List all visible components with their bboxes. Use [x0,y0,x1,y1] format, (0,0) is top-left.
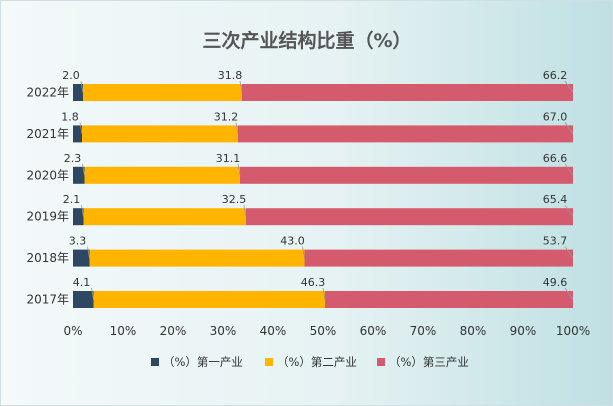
data-label: 31.1 [216,152,241,165]
leader-line [237,163,241,176]
x-tick-label: 50% [310,324,337,338]
chart-title: 三次产业结构比重（%） [202,29,411,52]
leader-line [564,80,574,93]
x-tick-label: 10% [110,324,137,338]
x-tick-label: 30% [210,324,237,338]
x-tick-label: 60% [360,324,387,338]
legend-item: （%）第二产业 [265,355,357,369]
leader-line [564,163,574,176]
x-tick-label: 100% [556,324,590,338]
bar-segment [89,249,305,267]
leader-line [322,287,326,300]
bar-segment [246,208,573,226]
leader-line [302,246,305,259]
x-tick-label: 40% [260,324,287,338]
leader-line [79,122,83,134]
bar-segment [84,166,240,184]
x-axis: 0% 10% 20% 30% 40% 50% 60% 70% 80% 90% 100% [63,324,590,338]
leader-line [80,80,84,93]
legend-item: （%）第一产业 [151,355,243,369]
leader-line [243,205,247,217]
leader-line [87,246,90,259]
x-tick-label: 90% [510,324,537,338]
data-label: 3.3 [69,235,87,248]
bars-group [73,84,573,308]
legend-swatch [265,358,273,366]
bar-segment [73,208,84,226]
legend-item: （%）第三产业 [377,355,469,369]
category-label: 2017年 [26,293,69,307]
data-label: 31.8 [218,69,243,82]
data-label: 43.0 [280,235,305,248]
leader-line [564,122,574,135]
category-label: 2021年 [26,127,69,141]
data-label: 4.1 [73,276,91,289]
data-label: 1.8 [61,110,79,123]
bar-segment [83,208,246,226]
data-label: 66.6 [543,152,568,165]
bar-segment [73,166,85,184]
leader-line [91,287,94,300]
data-label: 31.2 [214,110,239,123]
data-labels-group: 2.0 31.8 66.2 1.8 31.2 67.0 2.3 31.1 66.6 2.1 32.5… [61,69,574,300]
legend-label: （%）第一产业 [163,355,243,369]
legend-swatch [377,358,385,366]
data-label: 2.3 [64,152,82,165]
data-label: 2.1 [63,193,81,206]
x-tick-label: 0% [63,324,82,338]
x-tick-label: 70% [410,324,437,338]
leader-line [235,122,239,134]
bar-segment [82,125,238,143]
leader-line [239,80,243,93]
leader-line [564,287,574,300]
bar-segment [93,291,325,308]
bar-segment [325,291,573,308]
data-label: 67.0 [543,110,568,123]
bar-segment [73,84,83,101]
x-tick-label: 20% [160,324,187,338]
legend-label: （%）第三产业 [389,355,469,369]
leader-line [82,163,85,176]
bar-segment [73,291,94,308]
bar-segment [73,249,90,267]
data-label: 32.5 [222,193,247,206]
x-tick-label: 80% [460,324,487,338]
data-label: 53.7 [543,235,568,248]
bar-segment [240,166,573,184]
data-label: 65.4 [543,193,568,206]
leader-line [564,246,574,259]
bar-segment [242,84,573,101]
leader-line [564,204,574,217]
category-label: 2022年 [26,86,69,100]
category-labels-group: 2022年 2021年 2020年 2019年 2018年 2017年 [26,86,69,307]
bar-segment [73,125,82,143]
category-label: 2020年 [26,168,69,182]
legend: （%）第一产业 （%）第二产业 （%）第三产业 [151,355,469,369]
legend-swatch [151,358,159,366]
data-label: 49.6 [543,276,568,289]
bar-segment [304,249,573,267]
data-label: 46.3 [301,276,326,289]
leader-line [81,205,84,217]
legend-label: （%）第二产业 [277,355,357,369]
data-label: 2.0 [62,69,80,82]
bar-segment [83,84,242,101]
category-label: 2018年 [26,251,69,265]
bar-segment [238,125,573,143]
category-label: 2019年 [26,210,69,224]
data-label: 66.2 [543,69,568,82]
